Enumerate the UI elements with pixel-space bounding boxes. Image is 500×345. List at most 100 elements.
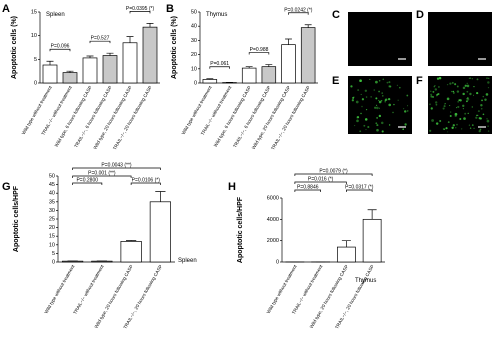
fluorescence-dot [380,121,384,125]
chart-label: Thymus [206,12,227,18]
error-bar [46,60,54,66]
fluorescence-dot [365,129,367,131]
fluorescence-dot [486,77,488,79]
fluorescence-dot [462,108,464,110]
fluorescence-dot [432,90,435,93]
fluorescence-dot [435,122,439,125]
fluorescence-dot [454,83,457,86]
y-tick-label: 10 [191,66,197,72]
bar [202,79,218,84]
fluorescence-dot [406,110,409,112]
fluorescence-dot [432,96,434,98]
fluorescence-dot [404,123,407,126]
fluorescence-dot [457,105,460,109]
micrograph [348,76,412,134]
significance-bracket [294,189,321,192]
bar [149,201,171,263]
y-tick-label: 6000 [267,195,279,201]
fluorescence-dot [381,100,383,102]
fluorescence-dot [359,130,362,133]
fluorescence-dot [449,114,452,118]
fluorescence-dot [381,92,384,94]
fluorescence-dot [378,107,381,109]
y-tick-label: 25 [49,216,55,222]
fluorescence-dot [469,92,472,96]
chart-label: Spleen [46,12,65,18]
significance-bracket [72,167,161,170]
fluorescence-dot [466,84,470,88]
fluorescence-dot [480,107,483,110]
fluorescence-dot [430,90,432,92]
bar [82,57,98,84]
bar [281,44,296,84]
p-value: P=0.001 (**) [88,171,116,177]
fluorescence-dot [488,77,490,79]
fluorescence-dot [388,124,391,126]
fluorescence-dot [477,110,480,113]
significance-bracket [346,189,373,192]
fluorescence-dot [367,125,370,129]
p-value: P=0.0106 (*) [132,178,161,184]
fluorescence-dot [382,95,384,97]
fluorescence-dot [452,124,455,127]
fluorescence-dot [449,104,451,107]
error-bar [265,64,273,67]
y-tick-label: 15 [49,234,55,240]
panel-letter: E [332,75,339,87]
p-value: P=0.8846 [297,185,319,191]
y-tick-label: 30 [191,38,197,44]
fluorescence-dot [376,104,378,106]
fluorescence-dot [359,79,361,81]
fluorescence-dot [388,85,391,88]
fluorescence-dot [469,127,472,129]
y-tick-label: 0 [276,259,279,265]
fluorescence-dot [447,131,449,133]
fluorescence-dot [477,114,479,116]
significance-bracket [130,182,161,185]
y-tick-label: 4000 [267,217,279,223]
y-tick-label: 15 [31,9,37,15]
fluorescence-dot [392,111,394,114]
panel-letter: H [228,181,236,193]
fluorescence-dot [445,127,448,130]
p-value: P=0.0395 (*) [126,6,155,12]
bar [337,246,356,263]
micrograph [348,12,412,66]
fluorescence-dot [450,90,453,93]
fluorescence-dot [462,104,465,108]
significance-bracket [72,182,103,185]
fluorescence-dot [463,117,466,120]
fluorescence-dot [370,96,372,98]
fluorescence-dot [354,125,356,127]
fluorescence-dot [373,89,376,91]
fluorescence-dot [471,78,473,80]
significance-bracket [89,40,111,44]
fluorescence-dot [446,97,450,101]
p-value: P=0.0079 (*) [319,169,348,175]
p-value: P=0.061 [210,61,229,67]
x-tick-label: TRAIL−/− without treatment [72,263,105,315]
fluorescence-dot [487,130,490,132]
fluorescence-dot [472,94,475,96]
fluorescence-dot [351,99,354,102]
fluorescence-dot [364,118,368,121]
significance-bracket [72,175,132,178]
fluorescence-dot [446,84,449,86]
fluorescence-dot [375,80,378,84]
y-axis-label: Apoptotic cells (%) [11,16,18,79]
fluorescence-dot [466,82,468,84]
fluorescence-dot [486,118,488,120]
fluorescence-dot [466,90,469,93]
fluorescence-dot [456,123,458,126]
y-tick-label: 45 [49,182,55,188]
fluorescence-dot [473,127,475,129]
x-tick-label: TRAIL−/−, 6 hours following CASP [73,85,113,149]
fluorescence-dot [375,122,378,125]
significance-bracket [209,66,230,69]
bar [122,42,138,84]
fluorescence-dot [476,91,479,95]
fluorescence-dot [452,91,455,94]
significance-bracket [129,11,151,14]
significance-bracket [248,52,270,55]
